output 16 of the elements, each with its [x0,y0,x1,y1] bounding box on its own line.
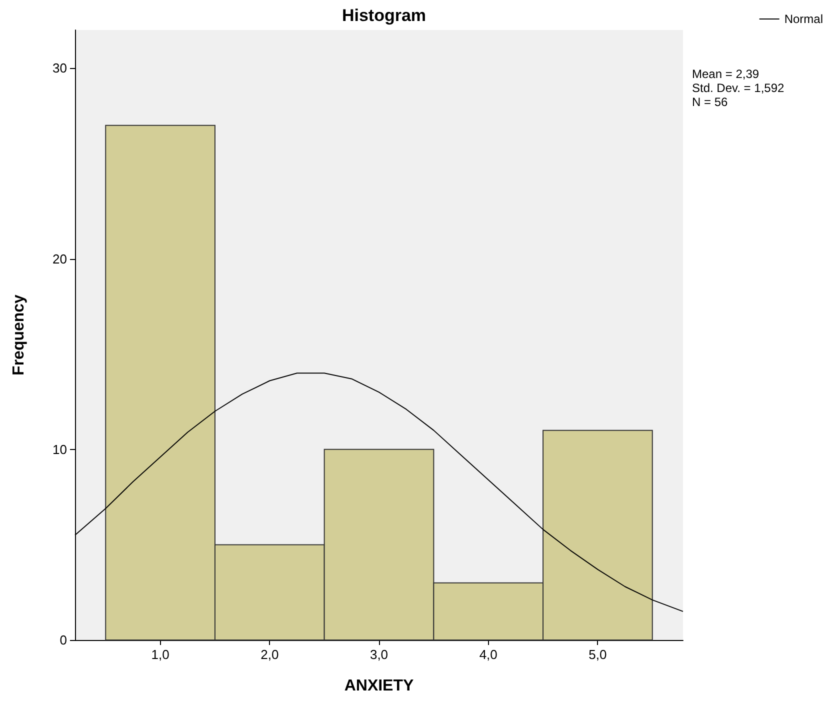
y-tick-label: 10 [52,442,67,457]
legend-label: Normal [784,12,823,26]
text: N = 56 [692,95,728,109]
y-tick-label: 20 [52,251,67,266]
text: Std. Dev. = 1,592 [692,81,784,95]
text: Mean = 2,39 [692,67,760,81]
chart-title: Histogram [342,6,426,25]
y-tick-label: 0 [60,632,67,648]
x-tick-label: 3,0 [370,647,388,662]
x-axis-title: ANXIETY [344,678,414,694]
x-tick-label: 1,0 [151,647,170,662]
x-tick-label: 2,0 [260,647,279,662]
y-tick-label: 30 [52,60,67,76]
y-axis-title: Frequency [10,294,28,376]
x-tick-label: 4,0 [479,647,498,662]
x-tick-label: 5,0 [588,647,607,662]
